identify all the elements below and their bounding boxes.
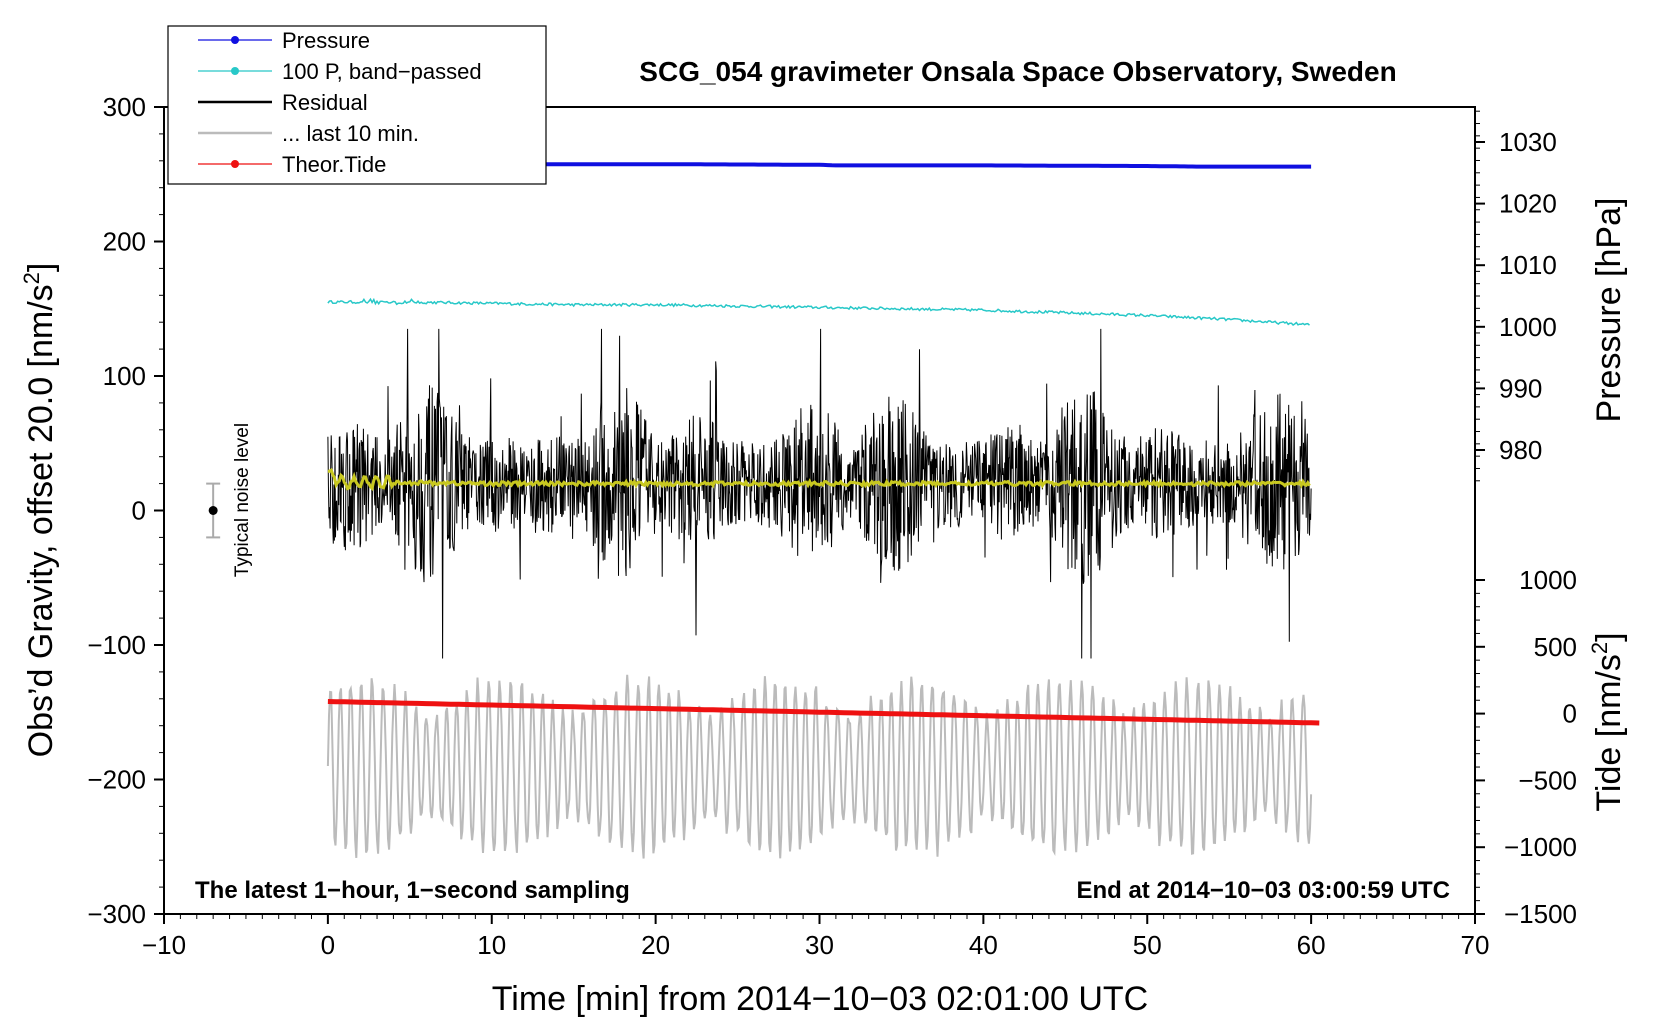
annotation-latest-hour: The latest 1−hour, 1−second sampling (195, 877, 630, 904)
series-theor-tide (327, 699, 1320, 726)
annotation-end-time: End at 2014−10−03 03:00:59 UTC (1076, 877, 1450, 904)
x-tick-label-5: 40 (969, 930, 998, 960)
tide-tick-label-3: −500 (1518, 765, 1577, 795)
tide-axis-label-main: Tide [nm/s (1590, 654, 1628, 811)
yl-tick-label-1: 200 (103, 227, 146, 257)
x-tick-label-0: −10 (142, 930, 186, 960)
noise-label: Typical noise level (232, 423, 253, 577)
legend-dot-1 (231, 67, 239, 75)
pressure-tick-label-5: 980 (1499, 435, 1542, 465)
pressure-tick-label-3: 1000 (1499, 312, 1557, 342)
tide-axis-label: Tide [nm/s2] (1587, 632, 1628, 811)
pressure-tick-label-0: 1030 (1499, 127, 1557, 157)
x-tick-label-2: 10 (477, 930, 506, 960)
tide-tick-label-5: −1500 (1504, 899, 1577, 929)
left-axis-label-close: ] (22, 263, 60, 272)
x-tick-label-6: 50 (1133, 930, 1162, 960)
left-axis-label-sup: 2 (19, 272, 44, 284)
tide-axis-label-close: ] (1590, 632, 1628, 641)
pressure-axis-ticks: 1030 1020 1010 1000 990 980 (1475, 110, 1557, 482)
legend: Pressure 100 P, band−passed Residual ... la… (167, 25, 547, 185)
x-axis-label: Time [min] from 2014−10−03 02:01:00 UTC (492, 980, 1148, 1018)
series-layer (326, 162, 1320, 859)
series-last-10-min (326, 674, 1313, 859)
tide-tick-label-1: 500 (1534, 632, 1577, 662)
x-tick-label-7: 60 (1297, 930, 1326, 960)
noise-dot (208, 506, 218, 515)
legend-dot-0 (231, 36, 239, 44)
x-tick-label-3: 20 (641, 930, 670, 960)
x-tick-label-1: 0 (321, 930, 335, 960)
legend-box (167, 25, 547, 185)
pressure-axis-label: Pressure [hPa] (1590, 198, 1628, 423)
tide-axis-label-sup: 2 (1587, 642, 1612, 654)
yl-tick-label-6: −300 (87, 899, 146, 929)
tide-tick-label-4: −1000 (1504, 832, 1577, 862)
legend-label-1: 100 P, band−passed (282, 59, 482, 84)
yl-tick-label-3: 0 (132, 496, 146, 526)
legend-label-3: ... last 10 min. (282, 121, 419, 146)
series-residual (327, 328, 1312, 659)
x-axis-ticks: −10 0 10 20 30 40 50 60 70 (142, 914, 1490, 960)
series-residual-smoothed (327, 467, 1311, 492)
noise-level-marker: Typical noise level (206, 423, 253, 577)
yl-tick-label-5: −200 (87, 765, 146, 795)
legend-dot-4 (231, 160, 239, 168)
series-100p-band-passed (327, 297, 1310, 326)
left-axis-ticks: 300 200 100 0 −100 −200 −300 (87, 92, 164, 929)
legend-label-0: Pressure (282, 28, 370, 53)
legend-items: Pressure 100 P, band−passed Residual ... la… (198, 28, 482, 177)
tide-tick-label-2: 0 (1563, 699, 1577, 729)
legend-label-2: Residual (282, 90, 368, 115)
yl-tick-label-0: 300 (103, 92, 146, 122)
x-tick-label-4: 30 (805, 930, 834, 960)
chart-title: SCG_054 gravimeter Onsala Space Observat… (639, 56, 1396, 87)
tide-axis-ticks: 1000 500 0 −500 −1000 −1500 (1475, 565, 1577, 929)
left-axis-label: Obs’d Gravity, offset 20.0 [nm/s2] (19, 263, 60, 758)
yl-tick-label-2: 100 (103, 361, 146, 391)
tide-tick-label-0: 1000 (1519, 565, 1577, 595)
x-tick-label-8: 70 (1461, 930, 1490, 960)
pressure-tick-label-1: 1020 (1499, 189, 1557, 219)
pressure-tick-label-4: 990 (1499, 373, 1542, 403)
pressure-tick-label-2: 1010 (1499, 250, 1557, 280)
legend-label-4: Theor.Tide (282, 152, 386, 177)
yl-tick-label-4: −100 (87, 630, 146, 660)
left-axis-label-main: Obs’d Gravity, offset 20.0 [nm/s (22, 284, 60, 757)
